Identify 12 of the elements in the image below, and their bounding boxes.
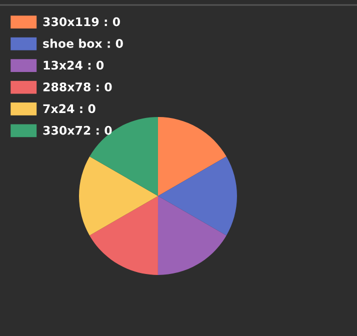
pie-slice xyxy=(158,196,226,275)
legend-label: 288x78 : 0 xyxy=(43,82,112,92)
legend-label: 330x119 : 0 xyxy=(43,17,120,26)
pie-slice xyxy=(90,117,158,196)
pie-slice xyxy=(90,196,158,275)
pie-slice xyxy=(79,156,158,236)
legend-label: 13x24 : 0 xyxy=(44,60,104,70)
legend-label: shoe box : 0 xyxy=(43,38,123,48)
pie-slice xyxy=(158,117,226,196)
legend-label: 7x24 : 0 xyxy=(43,104,96,114)
pie-slice xyxy=(158,156,237,236)
legend-label: 330x72 : 0 xyxy=(43,126,112,135)
